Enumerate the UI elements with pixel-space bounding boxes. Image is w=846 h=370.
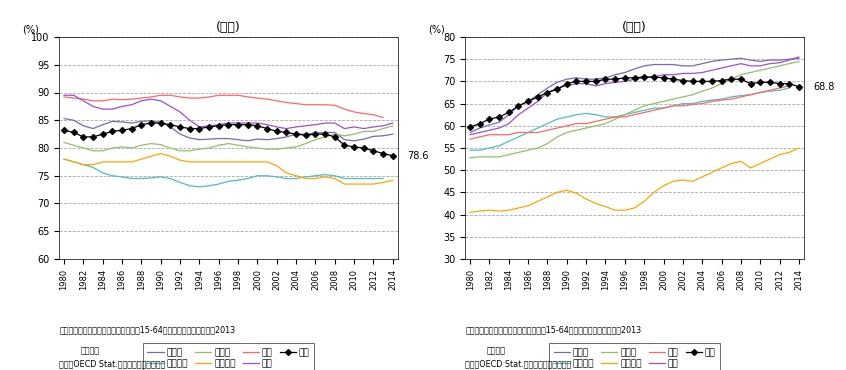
Text: 78.6: 78.6 bbox=[407, 151, 429, 161]
Text: 資料：OECD Stat.から経済産業省作成。: 資料：OECD Stat.から経済産業省作成。 bbox=[465, 359, 572, 368]
Title: (女性): (女性) bbox=[622, 21, 647, 34]
Title: (男性): (男性) bbox=[216, 21, 241, 34]
Text: 68.8: 68.8 bbox=[813, 82, 835, 92]
Legend: カナダ, フランス, ドイツ, イタリア, 日本, 英国, 米国: カナダ, フランス, ドイツ, イタリア, 日本, 英国, 米国 bbox=[143, 343, 314, 370]
Text: 年まで。: 年まで。 bbox=[486, 346, 505, 355]
Text: 資料：OECD Stat.から経済産業省作成。: 資料：OECD Stat.から経済産業省作成。 bbox=[59, 359, 166, 368]
Text: (%): (%) bbox=[22, 25, 39, 35]
Text: 年まで。: 年まで。 bbox=[80, 346, 99, 355]
Legend: カナダ, フランス, ドイツ, イタリア, 日本, 英国, 米国: カナダ, フランス, ドイツ, イタリア, 日本, 英国, 米国 bbox=[549, 343, 720, 370]
Text: (%): (%) bbox=[428, 25, 445, 35]
Text: 備考：軍隊を除く民間人労働参加率（15-64歳）。フランス、日本は2013: 備考：軍隊を除く民間人労働参加率（15-64歳）。フランス、日本は2013 bbox=[59, 326, 235, 334]
Text: 備考：軍隊を除く民間人労働参加率（15-64歳）。フランス、日本は2013: 備考：軍隊を除く民間人労働参加率（15-64歳）。フランス、日本は2013 bbox=[465, 326, 641, 334]
